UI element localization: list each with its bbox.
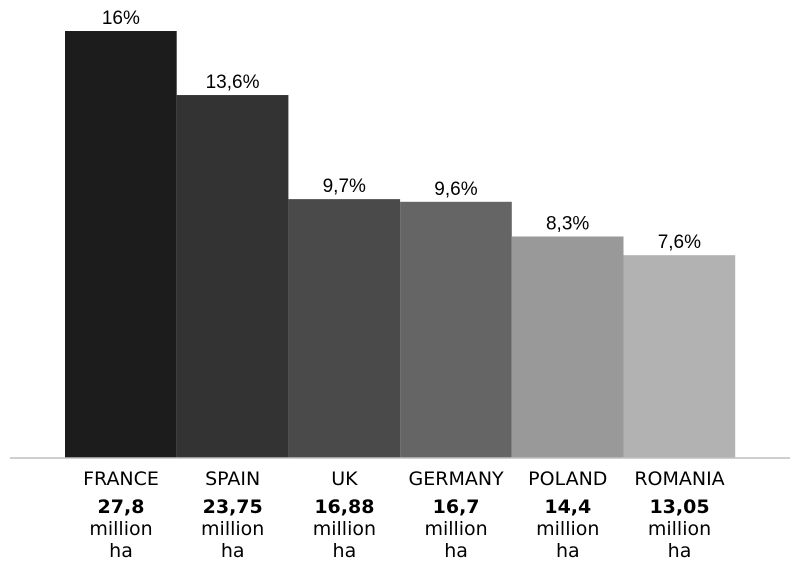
area-value-uk: 16,88 (314, 496, 375, 518)
bar-uk (288, 199, 401, 458)
area-unit-ha: ha (332, 540, 357, 562)
bar-poland (511, 236, 624, 458)
area-unit-ha: ha (220, 540, 245, 562)
category-block-poland: POLAND 14,4 million ha (512, 467, 624, 562)
value-label-romania: 7,6% (658, 232, 701, 253)
area-unit-million: million (89, 518, 153, 540)
bar-romania (623, 255, 736, 458)
category-block-uk: UK 16,88 million ha (288, 467, 400, 562)
area-value-germany: 16,7 (432, 496, 480, 518)
area-value-romania: 13,05 (649, 496, 710, 518)
category-block-france: FRANCE 27,8 million ha (65, 467, 177, 562)
value-label-spain: 13,6% (206, 72, 260, 93)
category-label-uk: UK (331, 468, 358, 490)
category-block-spain: SPAIN 23,75 million ha (177, 467, 289, 562)
area-unit-ha: ha (109, 540, 133, 562)
area-value-poland: 14,4 (544, 496, 592, 518)
area-unit-million: million (424, 518, 488, 540)
category-label-poland: POLAND (528, 468, 608, 490)
value-label-france: 16% (102, 8, 140, 29)
area-value-france: 27,8 (97, 496, 145, 518)
bar-germany (400, 201, 512, 459)
value-labels-group: 16% 13,6% 9,7% 9,6% 8,3% 7,6% (102, 8, 701, 253)
bar-france (65, 31, 177, 458)
area-unit-million: million (647, 518, 712, 540)
area-unit-million: million (312, 518, 377, 540)
bars-group (65, 31, 736, 459)
area-unit-ha: ha (444, 540, 468, 562)
area-unit-ha: ha (667, 540, 692, 562)
area-unit-ha: ha (555, 540, 580, 562)
value-label-poland: 8,3% (546, 213, 589, 234)
category-label-france: FRANCE (83, 468, 159, 490)
category-label-spain: SPAIN (205, 468, 261, 490)
category-label-romania: ROMANIA (634, 468, 725, 490)
area-value-spain: 23,75 (202, 496, 263, 518)
category-label-germany: GERMANY (408, 468, 504, 490)
bar-spain (176, 95, 289, 459)
area-unit-million: million (536, 518, 600, 540)
value-label-germany: 9,6% (434, 179, 477, 200)
category-block-romania: ROMANIA 13,05 million ha (624, 467, 736, 562)
category-block-germany: GERMANY 16,7 million ha (400, 467, 512, 562)
value-label-uk: 9,7% (323, 176, 366, 197)
area-unit-million: million (201, 518, 265, 540)
